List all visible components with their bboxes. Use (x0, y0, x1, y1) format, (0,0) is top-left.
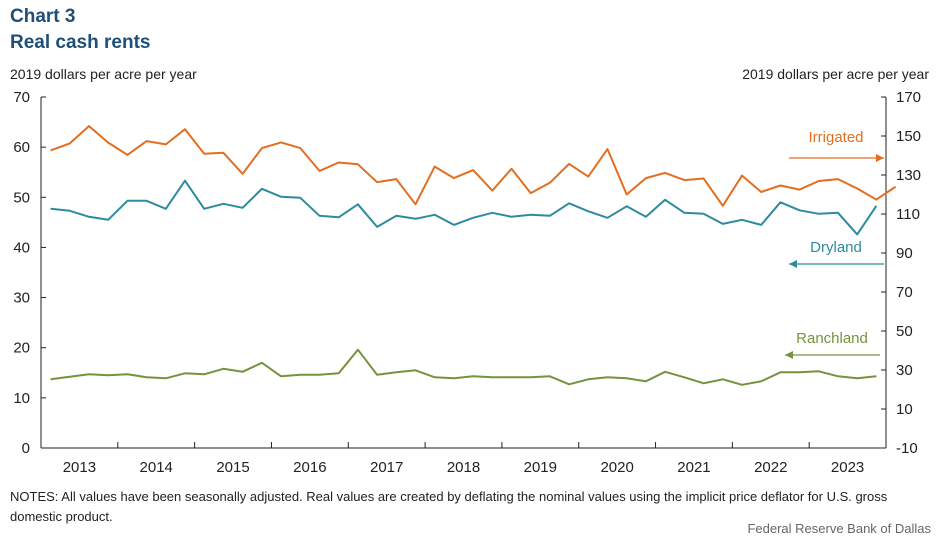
left-tick-label: 10 (13, 390, 30, 407)
right-tick-label: -10 (896, 440, 918, 457)
left-tick-label: 0 (22, 440, 30, 457)
series-arrowhead-ranchland (785, 351, 793, 359)
right-tick-label: 170 (896, 89, 921, 106)
left-tick-label: 20 (13, 340, 30, 357)
x-tick-label: 2017 (370, 459, 403, 476)
chart-number: Chart 3 (10, 6, 76, 27)
right-tick-label: 90 (896, 245, 913, 262)
left-tick-label: 70 (13, 89, 30, 106)
series-line-dryland (50, 179, 878, 236)
chart-notes: NOTES: All values have been seasonally a… (10, 489, 888, 524)
x-tick-label: 2021 (677, 459, 710, 476)
chart-title: Real cash rents (10, 32, 151, 53)
x-tick-label: 2018 (447, 459, 480, 476)
right-tick-label: 10 (896, 401, 913, 418)
left-tick-label: 40 (13, 239, 30, 256)
series-line-irrigated (50, 125, 897, 207)
axes: 0 10 20 30 40 50 60 70 -10 10 30 50 70 90 110 130 150 170… (13, 89, 921, 476)
x-tick-label: 2015 (216, 459, 249, 476)
x-tick-label: 2019 (524, 459, 557, 476)
x-tick-label: 2014 (140, 459, 173, 476)
x-tick-label: 2023 (831, 459, 864, 476)
x-tick-label: 2020 (600, 459, 633, 476)
left-tick-label: 50 (13, 189, 30, 206)
left-tick-label: 60 (13, 139, 30, 156)
right-tick-label: 110 (896, 206, 920, 223)
series-lines (50, 125, 897, 386)
right-tick-label: 70 (896, 284, 913, 301)
right-axis-label: 2019 dollars per acre per year (742, 66, 929, 82)
x-tick-label: 2022 (754, 459, 787, 476)
right-tick-label: 50 (896, 323, 913, 340)
series-arrowhead-irrigated (876, 154, 884, 162)
x-tick-label: 2016 (293, 459, 326, 476)
left-tick-label: 30 (13, 290, 30, 307)
right-tick-label: 150 (896, 128, 921, 145)
right-tick-label: 130 (896, 167, 921, 184)
series-labels: Irrigated Dryland Ranchland (785, 129, 884, 359)
x-tick-label: 2013 (63, 459, 96, 476)
series-line-ranchland (50, 348, 877, 386)
source-credit: Federal Reserve Bank of Dallas (747, 521, 931, 536)
series-label-dryland: Dryland (810, 239, 862, 256)
series-label-ranchland: Ranchland (796, 330, 868, 347)
left-axis-label: 2019 dollars per acre per year (10, 66, 197, 82)
series-label-irrigated: Irrigated (808, 129, 863, 146)
series-arrowhead-dryland (789, 260, 797, 268)
right-tick-label: 30 (896, 362, 913, 379)
